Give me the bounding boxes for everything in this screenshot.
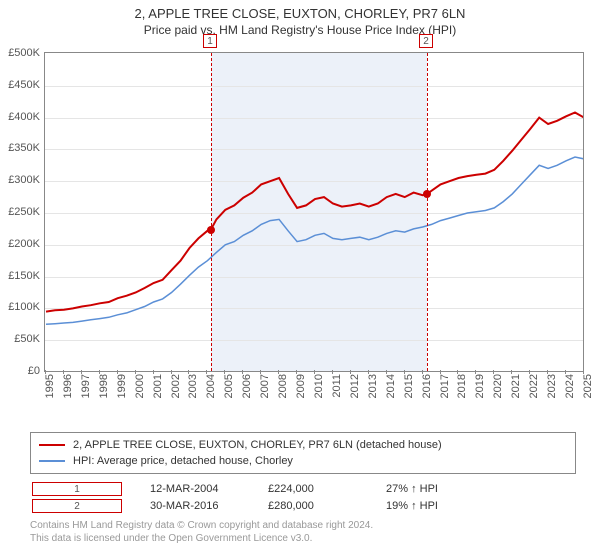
copyright: Contains HM Land Registry data © Crown c… xyxy=(30,519,576,545)
chart-subtitle: Price paid vs. HM Land Registry's House … xyxy=(0,23,600,37)
sale-row-2: 2 30-MAR-2016 £280,000 19% ↑ HPI xyxy=(32,499,576,513)
x-tick-label: 2001 xyxy=(152,374,164,398)
sale-dot xyxy=(207,226,215,234)
y-tick-label: £400K xyxy=(0,111,40,123)
x-tick-label: 2017 xyxy=(439,374,451,398)
sale-2-price: £280,000 xyxy=(268,500,358,512)
y-tick-label: £450K xyxy=(0,79,40,91)
y-tick-label: £150K xyxy=(0,270,40,282)
legend-row-hpi: HPI: Average price, detached house, Chor… xyxy=(39,453,567,469)
x-tick-label: 2006 xyxy=(241,374,253,398)
x-tick-label: 2007 xyxy=(259,374,271,398)
x-tick-label: 2014 xyxy=(385,374,397,398)
chart-area: 1995199619971998199920002001200220032004… xyxy=(44,52,584,392)
legend-label-property: 2, APPLE TREE CLOSE, EUXTON, CHORLEY, PR… xyxy=(73,437,442,453)
sale-marker-box: 2 xyxy=(419,34,433,48)
sale-2-diff: 19% ↑ HPI xyxy=(386,500,476,512)
sale-marker-1-icon: 1 xyxy=(32,482,122,496)
sale-marker-line xyxy=(211,53,212,371)
x-tick-label: 2015 xyxy=(403,374,415,398)
x-tick-label: 2020 xyxy=(492,374,504,398)
legend-row-property: 2, APPLE TREE CLOSE, EUXTON, CHORLEY, PR… xyxy=(39,437,567,453)
sale-row-1: 1 12-MAR-2004 £224,000 27% ↑ HPI xyxy=(32,482,576,496)
series-lines xyxy=(45,53,584,372)
chart-title: 2, APPLE TREE CLOSE, EUXTON, CHORLEY, PR… xyxy=(0,6,600,21)
y-tick-label: £350K xyxy=(0,142,40,154)
y-tick-label: £50K xyxy=(0,333,40,345)
sale-1-price: £224,000 xyxy=(268,483,358,495)
sale-marker-box: 1 xyxy=(203,34,217,48)
sale-1-date: 12-MAR-2004 xyxy=(150,483,240,495)
copyright-line-2: This data is licensed under the Open Gov… xyxy=(30,532,576,545)
x-tick-label: 2024 xyxy=(564,374,576,398)
x-tick-label: 1999 xyxy=(116,374,128,398)
x-tick-label: 2013 xyxy=(367,374,379,398)
x-tick-label: 2003 xyxy=(187,374,199,398)
x-tick-label: 1996 xyxy=(62,374,74,398)
series-hpi xyxy=(46,157,584,324)
sale-2-date: 30-MAR-2016 xyxy=(150,500,240,512)
sale-dot xyxy=(423,190,431,198)
sale-1-diff: 27% ↑ HPI xyxy=(386,483,476,495)
legend: 2, APPLE TREE CLOSE, EUXTON, CHORLEY, PR… xyxy=(30,432,576,474)
x-tick-label: 2000 xyxy=(134,374,146,398)
x-tick-label: 1998 xyxy=(98,374,110,398)
x-tick-label: 2012 xyxy=(349,374,361,398)
legend-label-hpi: HPI: Average price, detached house, Chor… xyxy=(73,453,293,469)
x-tick-label: 2022 xyxy=(528,374,540,398)
x-tick-label: 1997 xyxy=(80,374,92,398)
x-tick-label: 2016 xyxy=(421,374,433,398)
x-tick-label: 1995 xyxy=(44,374,56,398)
x-tick-label: 2010 xyxy=(313,374,325,398)
x-tick-label: 2025 xyxy=(582,374,594,398)
x-tick-label: 2009 xyxy=(295,374,307,398)
x-tick-label: 2018 xyxy=(456,374,468,398)
sale-marker-2-icon: 2 xyxy=(32,499,122,513)
y-tick-label: £250K xyxy=(0,206,40,218)
y-tick-label: £0 xyxy=(0,365,40,377)
y-tick-label: £300K xyxy=(0,174,40,186)
y-tick-label: £100K xyxy=(0,301,40,313)
x-tick-label: 2023 xyxy=(546,374,558,398)
x-tick-label: 2002 xyxy=(170,374,182,398)
y-tick-label: £500K xyxy=(0,47,40,59)
y-tick-label: £200K xyxy=(0,238,40,250)
x-tick-label: 2011 xyxy=(331,374,343,398)
x-tick-label: 2021 xyxy=(510,374,522,398)
plot-region xyxy=(44,52,584,372)
legend-swatch-property xyxy=(39,444,65,446)
x-tick-label: 2005 xyxy=(223,374,235,398)
series-property xyxy=(46,113,584,312)
sale-marker-line xyxy=(427,53,428,371)
x-axis-labels: 1995 1996 1997 1998 1999 2000 2001 2002 2003 2004… xyxy=(44,374,584,412)
below-chart: 2, APPLE TREE CLOSE, EUXTON, CHORLEY, PR… xyxy=(30,432,576,545)
legend-swatch-hpi xyxy=(39,460,65,462)
x-tick-label: 2004 xyxy=(205,374,217,398)
x-tick-label: 2008 xyxy=(277,374,289,398)
copyright-line-1: Contains HM Land Registry data © Crown c… xyxy=(30,519,576,532)
x-tick-label: 2019 xyxy=(474,374,486,398)
